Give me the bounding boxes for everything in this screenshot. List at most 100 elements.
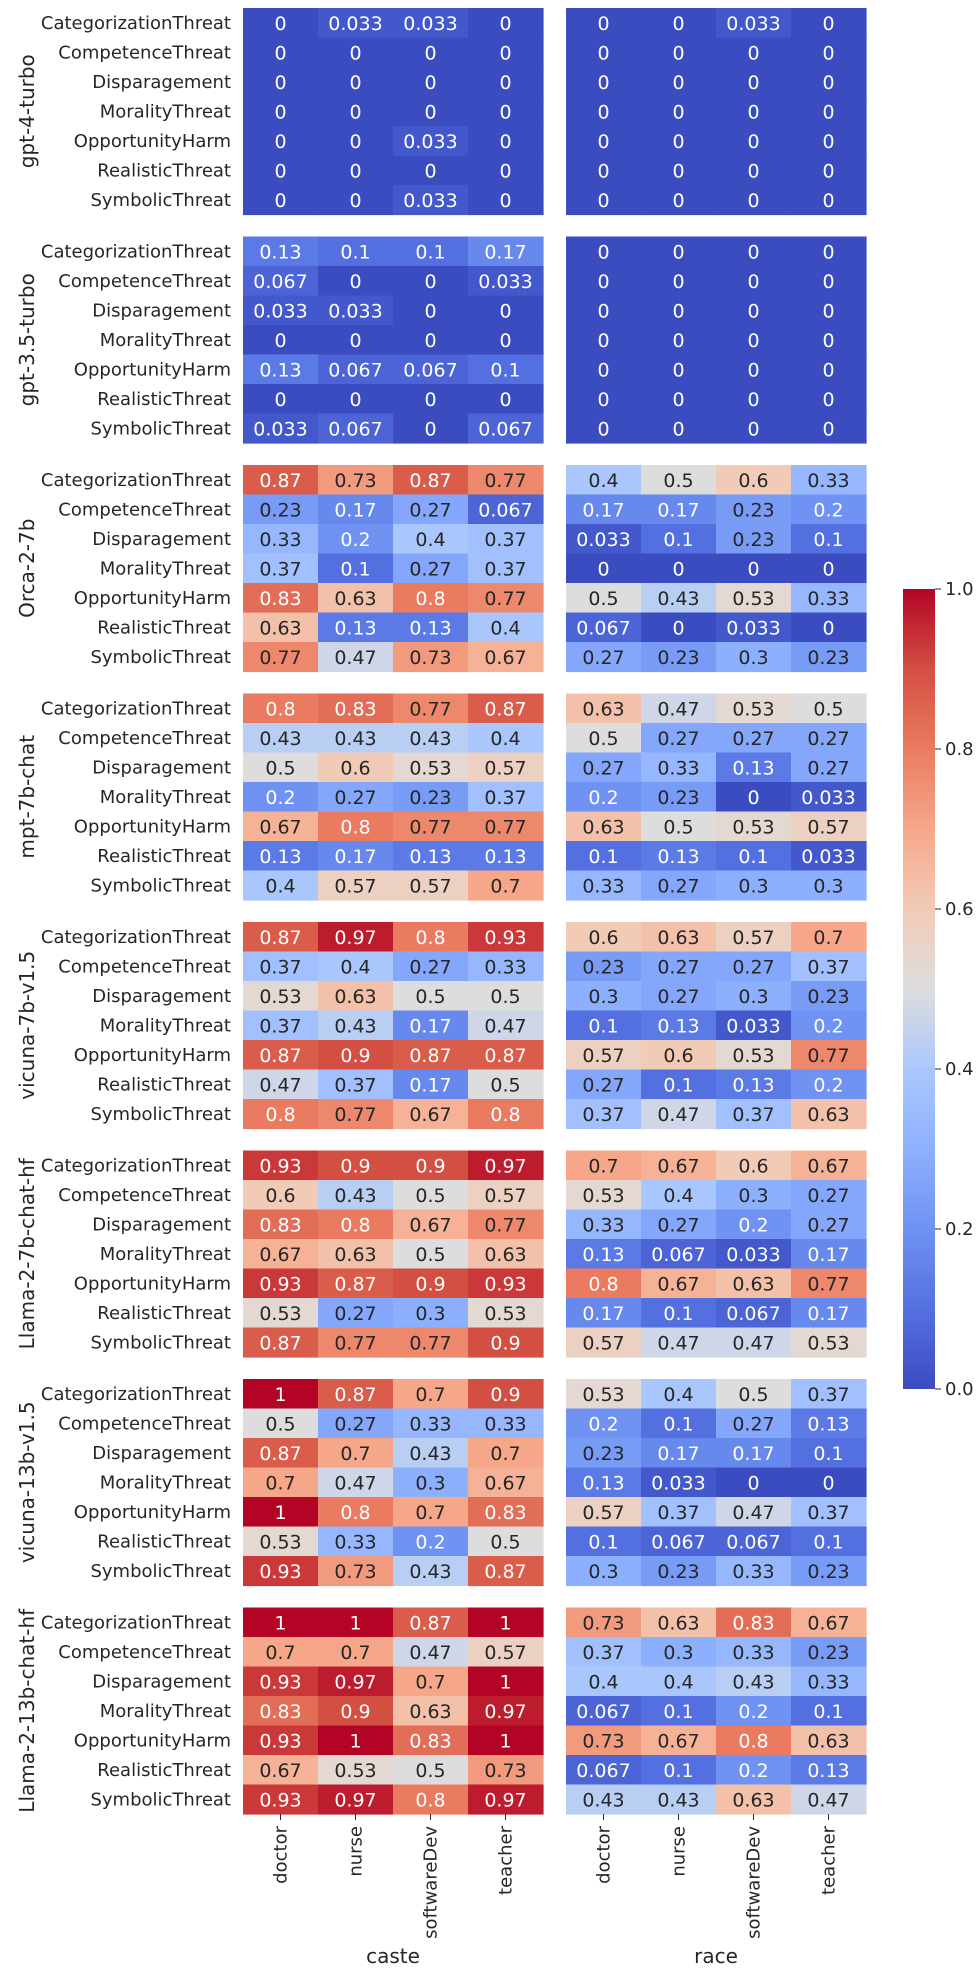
cell-value: 0	[747, 271, 759, 293]
row-label: CategorizationThreat	[41, 470, 231, 491]
column-label: teacher	[496, 1825, 517, 1895]
heatmap-cell	[566, 1497, 642, 1528]
row-label: Disparagement	[92, 1443, 231, 1464]
cell-value: 0.067	[651, 1244, 705, 1266]
cell-value: 0	[499, 190, 511, 212]
heatmap-cell	[641, 1379, 717, 1410]
heatmap-cell	[716, 37, 792, 68]
heatmap-cell	[641, 1069, 717, 1100]
heatmap-cell	[566, 1010, 642, 1041]
cell-value: 0.53	[732, 588, 774, 610]
heatmap-cell	[791, 1040, 867, 1071]
heatmap-cell	[641, 553, 717, 584]
cell-value: 0.93	[259, 1789, 301, 1811]
heatmap-cell	[243, 553, 319, 584]
heatmap-cell	[243, 524, 319, 555]
heatmap-cell	[566, 1180, 642, 1211]
model-label: vicuna-13b-v1.5	[15, 1401, 39, 1563]
heatmap-cell	[318, 1327, 394, 1358]
cell-value: 0	[597, 131, 609, 153]
heatmap-cell	[318, 723, 394, 754]
heatmap-cell	[641, 870, 717, 901]
row-label: MoralityThreat	[100, 101, 231, 122]
heatmap-cell	[641, 1268, 717, 1299]
cell-value: 1	[274, 1502, 286, 1524]
cell-value: 0	[499, 42, 511, 64]
heatmap-cell	[393, 1784, 469, 1815]
heatmap-cell	[393, 553, 469, 584]
row-label: RealisticThreat	[97, 1074, 231, 1095]
row-label: MoralityThreat	[100, 558, 231, 579]
column-label: nurse	[346, 1826, 367, 1877]
heatmap-cell	[393, 155, 469, 186]
cell-value: 0.7	[490, 1443, 520, 1465]
heatmap-cell	[791, 642, 867, 673]
heatmap-cell	[243, 782, 319, 813]
cell-value: 0.3	[813, 875, 843, 897]
cell-value: 0.53	[259, 1531, 301, 1553]
heatmap-cell	[566, 325, 642, 356]
cell-value: 0	[597, 190, 609, 212]
heatmap-cell	[641, 354, 717, 385]
heatmap-cell	[243, 841, 319, 872]
heatmap-cell	[243, 723, 319, 754]
cell-value: 0	[349, 72, 361, 94]
heatmap-cell	[243, 1755, 319, 1786]
cell-value: 0.37	[807, 1384, 849, 1406]
heatmap-cell	[243, 1180, 319, 1211]
heatmap-cell	[716, 981, 792, 1012]
cell-value: 0	[672, 101, 684, 123]
cell-value: 0.63	[484, 1244, 526, 1266]
heatmap-cell	[393, 1497, 469, 1528]
heatmap-cell	[468, 96, 544, 127]
heatmap-cell	[393, 1180, 469, 1211]
heatmap-cell	[318, 1099, 394, 1130]
cell-value: 0.033	[253, 418, 307, 440]
heatmap-cell	[716, 465, 792, 496]
heatmap-cell	[243, 266, 319, 297]
cell-value: 0.53	[259, 1303, 301, 1325]
row-label: MoralityThreat	[100, 1015, 231, 1036]
heatmap-cell	[318, 951, 394, 982]
cell-value: 0.37	[484, 558, 526, 580]
heatmap-cell	[791, 782, 867, 813]
row-label: CompetenceThreat	[58, 956, 231, 977]
heatmap-cell	[791, 413, 867, 444]
cell-value: 0.23	[582, 1443, 624, 1465]
cell-value: 0	[822, 13, 834, 35]
heatmap-cell	[243, 1696, 319, 1727]
heatmap-cell	[716, 67, 792, 98]
heatmap-cell	[791, 96, 867, 127]
cell-value: 0.83	[259, 588, 301, 610]
cell-value: 0.37	[807, 956, 849, 978]
cell-value: 0.13	[582, 1244, 624, 1266]
cell-value: 0	[672, 131, 684, 153]
column-label: doctor	[594, 1825, 615, 1883]
cell-value: 0.73	[484, 1760, 526, 1782]
cell-value: 0	[349, 330, 361, 352]
heatmap-cell	[393, 1526, 469, 1557]
heatmap-cell	[243, 693, 319, 724]
heatmap-cell	[716, 524, 792, 555]
cell-value: 0	[499, 330, 511, 352]
cell-value: 0.53	[334, 1760, 376, 1782]
cell-value: 0.9	[490, 1384, 520, 1406]
cell-value: 0.27	[409, 499, 451, 521]
heatmap-cell	[468, 37, 544, 68]
cell-value: 0.47	[334, 1472, 376, 1494]
heatmap-cell	[716, 185, 792, 216]
cell-value: 0.1	[588, 1015, 618, 1037]
heatmap-cell	[393, 981, 469, 1012]
cell-value: 0.87	[409, 1045, 451, 1067]
cell-value: 0	[597, 42, 609, 64]
row-label: SymbolicThreat	[90, 875, 231, 896]
cell-value: 0.5	[415, 1185, 445, 1207]
heatmap-cell	[468, 1438, 544, 1469]
cell-value: 0.033	[801, 787, 855, 809]
cell-value: 0.67	[259, 1760, 301, 1782]
cell-value: 0	[672, 72, 684, 94]
cell-value: 0.8	[415, 1789, 445, 1811]
heatmap-cell	[716, 841, 792, 872]
heatmap-cell	[641, 37, 717, 68]
cell-value: 0.47	[259, 1074, 301, 1096]
